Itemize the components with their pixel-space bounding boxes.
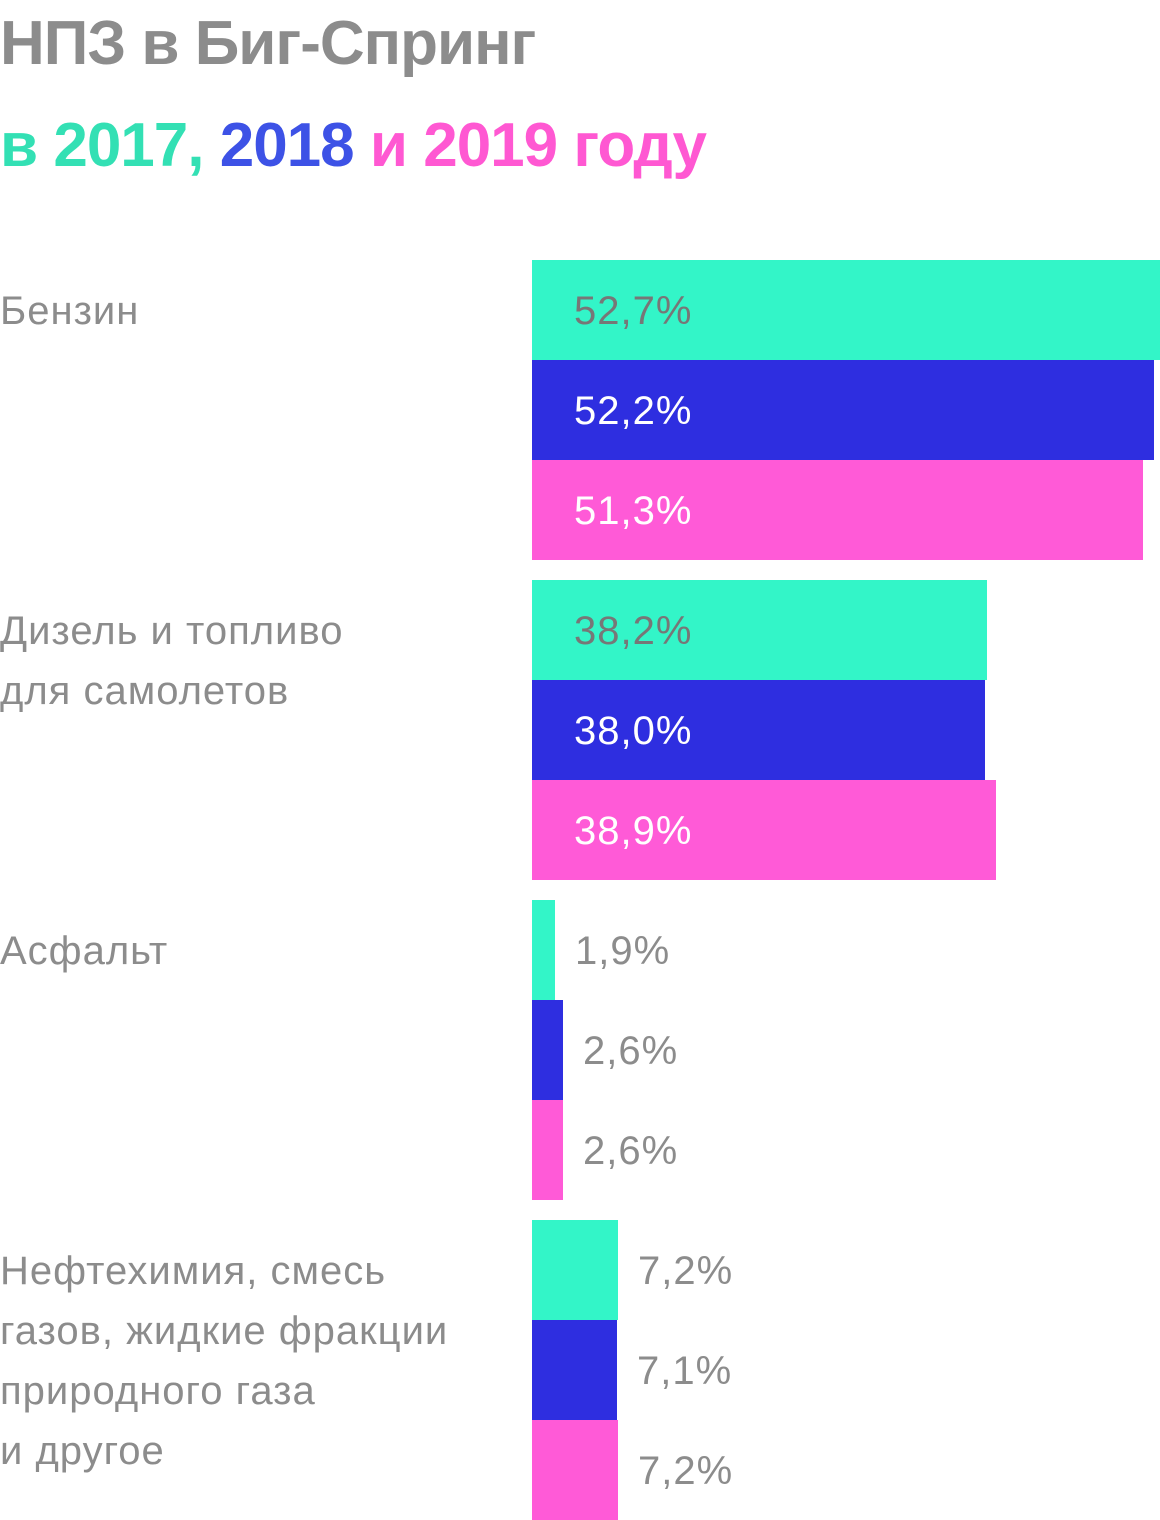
data-label: 7,2%: [638, 1249, 733, 1293]
data-label: 7,1%: [637, 1349, 732, 1393]
bar-2018: [532, 680, 985, 780]
bar-2019: [532, 1420, 618, 1520]
data-label: 1,9%: [575, 929, 670, 973]
subtitle-segment: 2018: [219, 111, 370, 180]
data-label: 38,0%: [574, 709, 692, 753]
bar-2019: [532, 460, 1143, 560]
category-label: Нефтехимия, смесь газов, жидкие фракции пр…: [0, 1249, 448, 1473]
subtitle-segment: в 2017,: [0, 111, 220, 180]
chart-title: НПЗ в Биг-Спринг: [0, 9, 536, 78]
bar-2017: [532, 900, 555, 1000]
data-label: 38,9%: [574, 809, 692, 853]
data-label: 52,7%: [574, 289, 692, 333]
category-label: Асфальт: [0, 929, 168, 973]
bar-2019: [532, 1100, 563, 1200]
chart-subtitle: в 2017, 2018 и 2019 году: [0, 110, 707, 181]
bar-2018: [532, 1000, 563, 1100]
bar-2019: [532, 780, 996, 880]
data-label: 2,6%: [583, 1029, 678, 1073]
data-label: 2,6%: [583, 1129, 678, 1173]
bar-2018: [532, 360, 1154, 460]
data-label: 38,2%: [574, 609, 692, 653]
bar-2018: [532, 1320, 617, 1420]
bar-2017: [532, 1220, 618, 1320]
subtitle-segment: и 2019 году: [369, 111, 707, 180]
bar-2017: [532, 580, 987, 680]
category-label: Бензин: [0, 289, 139, 333]
category-label: Дизель и топливо для самолетов: [0, 609, 344, 713]
data-label: 51,3%: [574, 489, 692, 533]
data-label: 52,2%: [574, 389, 692, 433]
data-label: 7,2%: [638, 1449, 733, 1493]
bar-2017: [532, 260, 1160, 360]
